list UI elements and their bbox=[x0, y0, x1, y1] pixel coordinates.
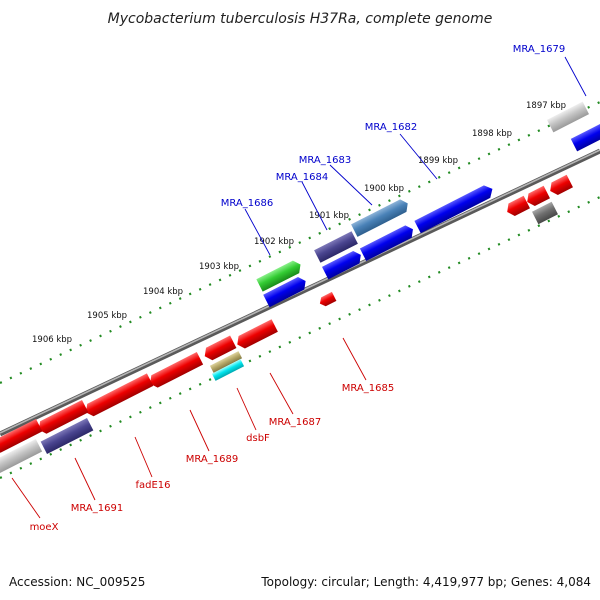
accession-text: Accession: NC_009525 bbox=[9, 575, 145, 589]
scale-label-1903kbp: 1903 kbp bbox=[199, 262, 239, 272]
gene-mra-1691-body bbox=[40, 417, 94, 455]
gene-mra-1686b[interactable] bbox=[263, 275, 309, 308]
gene-mra-1687-arrow bbox=[237, 319, 278, 349]
scale-label-1904kbp: 1904 kbp bbox=[143, 287, 183, 297]
gene-mra-1681-arrow bbox=[359, 225, 413, 261]
gene-label-mra-1683[interactable]: MRA_1683 bbox=[299, 155, 351, 166]
scale-label-1901kbp: 1901 kbp bbox=[309, 211, 349, 221]
genome-backbone bbox=[0, 148, 600, 437]
gene-rev-a[interactable] bbox=[547, 174, 573, 197]
gene-mra-1690-arrow bbox=[85, 373, 154, 417]
gene-label-moeX[interactable]: moeX bbox=[30, 522, 59, 533]
gene-rev-c[interactable] bbox=[504, 195, 530, 218]
gene-dsbF[interactable] bbox=[209, 351, 243, 373]
gene-mra-1689[interactable] bbox=[211, 359, 245, 381]
gene-label-mra-1686[interactable]: MRA_1686 bbox=[221, 198, 273, 209]
kbp-scale-labels: 1897 kbp 1898 kbp 1899 kbp 1900 kbp 1901… bbox=[32, 101, 566, 345]
leader-mra-1691 bbox=[74, 457, 96, 501]
gene-label-mra-1679[interactable]: MRA_1679 bbox=[513, 44, 565, 55]
gene-mra-1686b-arrow bbox=[263, 277, 306, 308]
leader-dsbF bbox=[236, 387, 257, 431]
scale-label-1900kbp: 1900 kbp bbox=[364, 184, 404, 194]
gene-mra-1688-arrow bbox=[204, 335, 237, 361]
gene-mra-1685-fwd-arrow bbox=[322, 250, 361, 280]
gene-mra-1681[interactable] bbox=[359, 223, 416, 261]
genome-summary-text: Topology: circular; Length: 4,419,977 bp… bbox=[260, 575, 591, 589]
gene-mra-1682[interactable] bbox=[414, 183, 495, 234]
gene-mra-1680[interactable] bbox=[570, 122, 600, 152]
scale-label-1905kbp: 1905 kbp bbox=[87, 311, 127, 321]
forward-strand-genes bbox=[256, 101, 600, 308]
leader-mra-1684 bbox=[301, 181, 328, 231]
gene-mra-1684-body bbox=[314, 231, 358, 263]
gene-mra-1691[interactable] bbox=[40, 417, 94, 455]
gene-moeX[interactable] bbox=[0, 439, 43, 477]
gene-mra-1686-arrow bbox=[256, 260, 301, 292]
leader-mra-1687 bbox=[269, 372, 294, 415]
gene-label-mra-1685[interactable]: MRA_1685 bbox=[342, 383, 394, 394]
leader-mra-1689 bbox=[189, 409, 210, 452]
gene-mra-1692-arrow bbox=[38, 399, 89, 434]
gene-label-mra-1689[interactable]: MRA_1689 bbox=[186, 454, 238, 465]
backbone-shadow bbox=[0, 148, 600, 437]
gene-mra-1688[interactable] bbox=[202, 335, 237, 362]
reverse-tick-row bbox=[0, 196, 600, 479]
gene-mra-1693-arrow bbox=[0, 418, 43, 453]
gene-rev-b[interactable] bbox=[524, 185, 550, 208]
gene-mra-1682-arrow bbox=[414, 185, 493, 234]
leader-mra-1685 bbox=[342, 337, 367, 381]
reverse-gene-labels: MRA_1685 MRA_1687 dsbF MRA_1689 fadE16 M… bbox=[30, 383, 395, 533]
gene-mra-1693[interactable] bbox=[0, 418, 43, 455]
reverse-strand-genes bbox=[0, 174, 573, 477]
scale-label-1902kbp: 1902 kbp bbox=[254, 237, 294, 247]
gene-mra-1686[interactable] bbox=[256, 258, 303, 292]
leader-mra-1683 bbox=[329, 164, 373, 206]
gene-mra-1679-body bbox=[547, 101, 589, 133]
leader-mra-1682 bbox=[399, 133, 438, 180]
scale-label-1898kbp: 1898 kbp bbox=[472, 129, 512, 139]
forward-gene-label-leaders bbox=[244, 56, 587, 256]
gene-mra-1692[interactable] bbox=[36, 399, 89, 436]
map-title: Mycobacterium tuberculosis H37Ra, comple… bbox=[108, 11, 493, 27]
gene-label-dsbF[interactable]: dsbF bbox=[246, 433, 270, 444]
gene-label-mra-1687[interactable]: MRA_1687 bbox=[269, 417, 321, 428]
leader-mra-1686 bbox=[244, 208, 271, 256]
reverse-tick-track bbox=[0, 196, 600, 479]
reverse-gene-label-leaders bbox=[11, 337, 367, 519]
gene-mra-1679[interactable] bbox=[547, 101, 589, 133]
gene-rev-a-arrow bbox=[550, 174, 573, 195]
gene-fadE16[interactable] bbox=[147, 352, 204, 390]
scale-label-1899kbp: 1899 kbp bbox=[418, 156, 458, 166]
gene-mra-1690[interactable] bbox=[83, 373, 154, 418]
gene-fadE16-arrow bbox=[150, 352, 204, 388]
gene-rev-d[interactable] bbox=[532, 201, 558, 225]
gene-label-mra-1684[interactable]: MRA_1684 bbox=[276, 172, 328, 183]
leader-fadE16 bbox=[134, 436, 153, 478]
gene-mra-1680-body bbox=[570, 122, 600, 152]
leader-moeX bbox=[11, 477, 41, 519]
scale-label-1906kbp: 1906 kbp bbox=[32, 335, 72, 345]
scale-label-1897kbp: 1897 kbp bbox=[526, 101, 566, 111]
gene-label-fadE16[interactable]: fadE16 bbox=[135, 480, 170, 491]
gene-rev-d-body bbox=[532, 201, 558, 225]
gene-mra-1683[interactable] bbox=[351, 197, 411, 237]
gene-label-mra-1682[interactable]: MRA_1682 bbox=[365, 122, 417, 133]
gene-rev-b-arrow bbox=[527, 185, 550, 206]
leader-mra-1679 bbox=[564, 56, 587, 97]
gene-label-mra-1691[interactable]: MRA_1691 bbox=[71, 503, 123, 514]
gene-mra-1685[interactable] bbox=[318, 291, 337, 308]
forward-tick-track bbox=[0, 101, 600, 384]
forward-tick-row bbox=[0, 101, 600, 384]
gene-rev-c-arrow bbox=[507, 195, 530, 216]
gene-mra-1689-body bbox=[211, 359, 245, 381]
gene-mra-1685-arrow bbox=[319, 291, 337, 307]
gene-moeX-body bbox=[0, 439, 43, 477]
forward-gene-labels: MRA_1679 MRA_1682 MRA_1683 MRA_1684 MRA_… bbox=[221, 44, 565, 209]
gene-mra-1684[interactable] bbox=[314, 231, 358, 263]
gene-mra-1683-arrow bbox=[351, 199, 408, 237]
gene-dsbF-body bbox=[209, 351, 243, 373]
gene-mra-1685-fwd[interactable] bbox=[322, 249, 364, 280]
gene-mra-1687[interactable] bbox=[234, 319, 278, 351]
